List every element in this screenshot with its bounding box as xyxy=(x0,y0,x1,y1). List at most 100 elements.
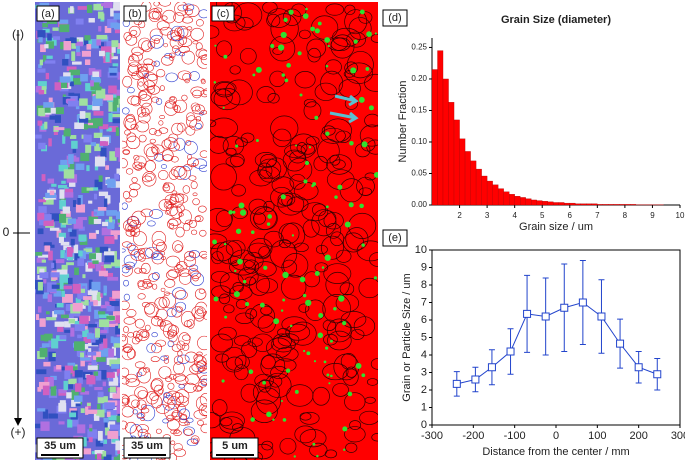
grain-boundary xyxy=(166,308,177,318)
grain-boundary xyxy=(165,255,181,268)
grain xyxy=(86,43,92,50)
grain-boundary xyxy=(201,253,207,260)
grain-boundary xyxy=(199,150,207,158)
particle xyxy=(325,64,329,68)
bar xyxy=(547,201,554,206)
grain xyxy=(73,435,83,440)
grain-boundary xyxy=(132,409,138,415)
grain-boundary xyxy=(190,86,205,97)
grain xyxy=(98,175,103,182)
grain-boundary xyxy=(196,307,204,315)
grain-boundary xyxy=(261,440,274,451)
y-axis-label: Grain or Particle Size / um xyxy=(401,273,413,401)
arrow xyxy=(334,94,359,107)
particle xyxy=(285,368,291,373)
grain xyxy=(71,398,81,407)
grain xyxy=(57,21,68,27)
grain xyxy=(70,310,81,317)
particle xyxy=(289,324,293,328)
grain-boundary xyxy=(315,244,328,255)
marker xyxy=(560,303,569,312)
grain-boundary xyxy=(346,31,366,48)
bar xyxy=(509,194,515,206)
grain-boundary xyxy=(122,420,128,430)
particle xyxy=(353,39,358,44)
grain xyxy=(103,94,114,101)
grain-boundary xyxy=(183,428,193,436)
grain-boundary xyxy=(151,332,158,338)
y-tick-label: 8 xyxy=(421,279,427,291)
grain xyxy=(49,115,58,120)
grain-boundary xyxy=(191,362,206,373)
grain-boundary xyxy=(128,244,139,256)
grain-boundary xyxy=(272,333,292,350)
grain-boundary xyxy=(314,82,338,101)
label-box xyxy=(211,5,235,22)
particle xyxy=(242,279,247,284)
grain-boundary xyxy=(151,377,164,392)
grain xyxy=(116,415,120,423)
grain-boundary xyxy=(262,2,278,14)
grain xyxy=(47,33,52,41)
grain-boundary xyxy=(142,279,151,285)
y-tick-label: 6 xyxy=(421,314,427,326)
grain xyxy=(37,228,44,235)
grain-boundary xyxy=(178,408,190,421)
grain-boundary xyxy=(178,414,188,424)
grain-boundary xyxy=(317,138,340,164)
grain xyxy=(88,232,97,239)
grain-boundary xyxy=(177,37,193,48)
y-tick-label: 0.05 xyxy=(411,169,427,178)
grain-boundary xyxy=(136,66,149,79)
grain-boundary xyxy=(210,208,233,232)
particle xyxy=(302,349,306,353)
grain-boundary xyxy=(138,253,146,262)
grain-boundary xyxy=(323,212,344,230)
grain xyxy=(54,321,65,327)
particle xyxy=(266,411,272,418)
grain-boundary xyxy=(122,107,130,115)
grain xyxy=(93,218,102,224)
grain xyxy=(114,147,120,158)
grain xyxy=(95,262,104,272)
grain-boundary xyxy=(194,309,205,322)
grain-boundary xyxy=(126,348,136,359)
x-axis-label: Distance from the center / mm xyxy=(482,446,629,458)
particle xyxy=(239,209,247,216)
y-tick-label: 1 xyxy=(421,401,427,413)
particle xyxy=(374,32,377,35)
grain xyxy=(75,383,82,392)
grain-boundary xyxy=(159,115,166,120)
grain xyxy=(62,135,66,144)
grain-boundary xyxy=(156,404,170,414)
grain-boundary xyxy=(181,50,195,65)
scale-box xyxy=(211,437,259,459)
grain-boundary xyxy=(177,70,192,81)
grain xyxy=(100,147,107,158)
grain-boundary xyxy=(170,25,185,42)
x-tick-label: 8 xyxy=(623,211,628,220)
grain xyxy=(35,251,43,256)
micrograph-c xyxy=(210,2,378,460)
grain xyxy=(49,227,60,231)
grain xyxy=(86,333,95,340)
grain-boundary xyxy=(128,25,141,38)
grain xyxy=(43,242,52,247)
grain-boundary xyxy=(158,127,169,134)
grain xyxy=(73,244,79,254)
grain xyxy=(37,281,43,291)
grain xyxy=(74,341,85,351)
grain xyxy=(108,374,114,382)
grain-boundary xyxy=(249,238,273,259)
grain-boundary xyxy=(294,425,317,444)
particle xyxy=(237,258,243,265)
bar xyxy=(497,188,504,206)
grain-boundary xyxy=(123,293,130,301)
grain-boundary xyxy=(270,13,299,44)
grain xyxy=(64,329,71,333)
grain-boundary xyxy=(133,251,140,258)
particle xyxy=(359,203,364,209)
grain-boundary xyxy=(151,230,167,247)
particle xyxy=(288,9,294,15)
grain-boundary xyxy=(175,290,188,300)
